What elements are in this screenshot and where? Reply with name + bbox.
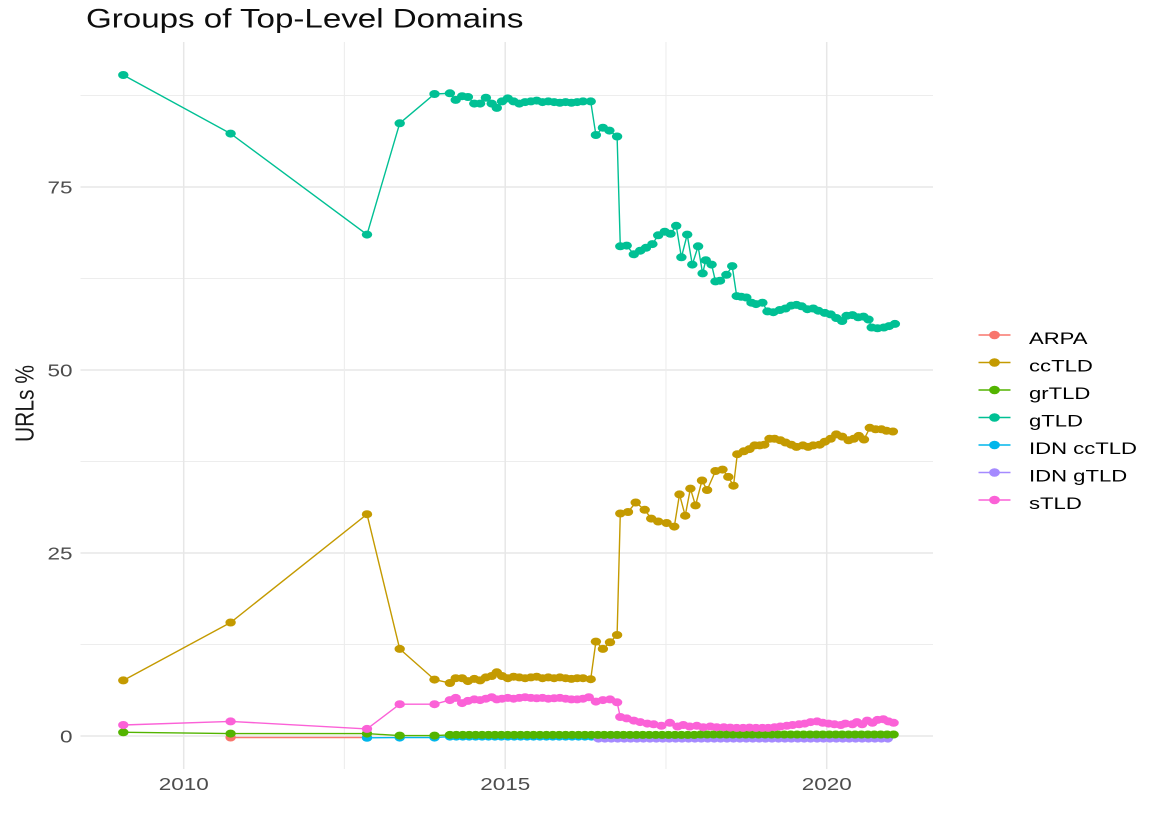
svg-text:2020: 2020 <box>802 775 852 794</box>
svg-text:URLs %: URLs % <box>10 365 40 442</box>
svg-text:25: 25 <box>47 545 72 564</box>
svg-text:2010: 2010 <box>159 775 209 794</box>
svg-text:Groups of Top-Level Domains: Groups of Top-Level Domains <box>86 4 523 33</box>
svg-text:75: 75 <box>47 179 72 198</box>
svg-text:ARPA: ARPA <box>1029 329 1088 348</box>
svg-text:grTLD: grTLD <box>1029 384 1090 403</box>
svg-text:ccTLD: ccTLD <box>1029 357 1093 376</box>
svg-text:IDN gTLD: IDN gTLD <box>1029 467 1127 486</box>
svg-text:2015: 2015 <box>480 775 530 794</box>
svg-text:gTLD: gTLD <box>1029 412 1083 431</box>
svg-text:50: 50 <box>47 362 72 381</box>
svg-text:sTLD: sTLD <box>1029 494 1082 513</box>
svg-text:0: 0 <box>60 728 73 747</box>
svg-text:IDN ccTLD: IDN ccTLD <box>1029 439 1137 458</box>
